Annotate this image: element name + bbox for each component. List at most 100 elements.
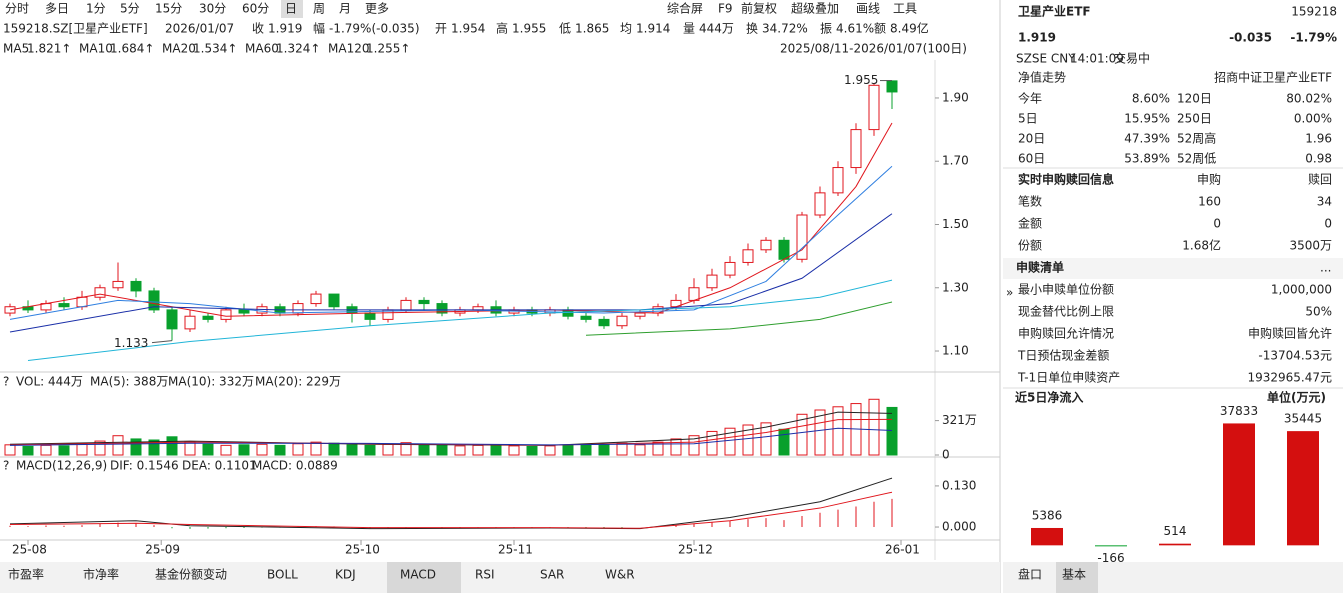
bottom-tab[interactable]: RSI xyxy=(475,568,495,582)
period-tab[interactable]: 分时 xyxy=(5,2,29,16)
candle-body xyxy=(94,287,106,298)
volume-bar xyxy=(256,443,268,456)
bottom-tab[interactable]: 市净率 xyxy=(83,567,119,582)
right-tab-bar xyxy=(1003,562,1343,593)
period-tab[interactable]: 15分 xyxy=(155,2,182,16)
tab-bar xyxy=(0,562,1000,593)
volume-bar xyxy=(472,444,484,456)
bottom-tab[interactable]: SAR xyxy=(540,568,564,582)
right-tab[interactable]: 基本 xyxy=(1062,568,1086,582)
return-value: 8.60% xyxy=(1132,92,1170,106)
candle-body xyxy=(616,315,628,327)
candle-body xyxy=(868,84,880,131)
field-label: 额 xyxy=(874,22,886,36)
list-value: 申购赎回皆允许 xyxy=(1248,326,1332,341)
tool-button[interactable]: 超级叠加 xyxy=(791,1,839,16)
help-icon: ? xyxy=(3,375,9,389)
return-value: 53.89% xyxy=(1124,152,1170,166)
tool-button[interactable]: 综合屏 xyxy=(667,1,703,16)
legend-name: MA10 xyxy=(79,42,113,56)
field-value: 1.865 xyxy=(575,22,609,36)
volume-bar xyxy=(292,443,304,456)
period-tab[interactable]: 日 xyxy=(285,2,297,16)
inflow-bar xyxy=(1159,543,1191,546)
volume-bar xyxy=(814,409,826,456)
list-value: -13704.53元 xyxy=(1258,349,1332,363)
collapse-arrow[interactable]: » xyxy=(1006,286,1013,300)
subscription-cell: 160 xyxy=(1198,195,1221,209)
bottom-tab[interactable]: W&R xyxy=(605,568,635,582)
volume-bar xyxy=(706,430,718,456)
candle-body xyxy=(292,303,304,314)
list-value: 1932965.47元 xyxy=(1247,371,1332,385)
volume-bar xyxy=(220,444,232,456)
field-value: 1.919 xyxy=(268,22,302,36)
field-value: 1.955 xyxy=(512,22,546,36)
subscription-cell: 3500万 xyxy=(1289,239,1332,253)
bottom-tab[interactable]: 基金份额变动 xyxy=(155,567,227,582)
x-tick-label: 26-01 xyxy=(885,543,920,557)
bottom-tab[interactable]: MACD xyxy=(400,568,436,582)
volume-bar xyxy=(886,406,898,456)
list-label: T-1日单位申赎资产 xyxy=(1017,370,1120,385)
tool-button[interactable]: 画线 xyxy=(856,2,880,16)
tool-button[interactable]: 工具 xyxy=(893,2,917,16)
nav-label: 净值走势 xyxy=(1018,70,1066,85)
legend-value: 1.255↑ xyxy=(366,42,410,56)
period-tab[interactable]: 30分 xyxy=(199,2,226,16)
candle-body xyxy=(814,192,826,216)
bottom-tab[interactable]: 市盈率 xyxy=(8,567,44,582)
volume-bar xyxy=(742,424,754,456)
field-label: 振 xyxy=(820,22,832,36)
candle-body xyxy=(832,167,844,194)
return-value: 1.96 xyxy=(1305,132,1332,146)
period-tab[interactable]: 更多 xyxy=(365,2,389,16)
candle-body xyxy=(130,280,142,292)
tool-button[interactable]: 前复权 xyxy=(741,1,777,16)
candle-body xyxy=(184,315,196,330)
period-tab[interactable]: 5分 xyxy=(120,2,140,16)
fund-name: 卫星产业ETF xyxy=(1018,4,1091,19)
volume-bar xyxy=(274,444,286,456)
subscription-header: 赎回 xyxy=(1308,173,1332,187)
volume-bar xyxy=(688,435,700,456)
tool-button[interactable]: F9 xyxy=(718,2,733,16)
bottom-tab[interactable]: BOLL xyxy=(267,568,298,582)
return-value: 47.39% xyxy=(1124,132,1170,146)
period-tab[interactable]: 多日 xyxy=(45,2,69,16)
period-tab[interactable]: 月 xyxy=(339,2,351,16)
more-button[interactable]: ... xyxy=(1320,261,1331,275)
field-label: 低 xyxy=(559,22,571,36)
return-label: 60日 xyxy=(1018,152,1045,166)
period-tab[interactable]: 周 xyxy=(313,2,325,16)
section-title: 申赎清单 xyxy=(1016,260,1064,275)
subscription-cell: 0 xyxy=(1213,217,1221,231)
volume-bar xyxy=(418,444,430,456)
volume-bar xyxy=(130,438,142,456)
volume-bar xyxy=(544,445,556,456)
candle-body xyxy=(202,315,214,320)
legend-value: 1.821↑ xyxy=(27,42,71,56)
y-tick-label: 0 xyxy=(942,448,950,462)
volume-bar xyxy=(400,442,412,456)
legend-value: 1.534↑ xyxy=(193,42,237,56)
annotation-line xyxy=(151,340,173,344)
list-label: 申购赎回允许情况 xyxy=(1018,326,1114,341)
period-tab[interactable]: 60分 xyxy=(242,2,269,16)
fund-code: 159218 xyxy=(1291,5,1337,19)
bottom-tab[interactable]: KDJ xyxy=(335,568,356,582)
volume-bar xyxy=(580,444,592,456)
right-tab[interactable]: 盘口 xyxy=(1018,567,1042,582)
volume-bar xyxy=(670,438,682,456)
field-value: 8.49亿 xyxy=(890,21,929,36)
volume-bar xyxy=(382,443,394,456)
section-bg xyxy=(1003,258,1343,279)
active-tab-bg xyxy=(387,562,461,593)
candle-body xyxy=(634,312,646,317)
inflow-bar xyxy=(1095,545,1127,547)
active-tab-bg xyxy=(1056,562,1098,593)
return-label: 250日 xyxy=(1177,112,1212,126)
period-tab[interactable]: 1分 xyxy=(86,2,106,16)
inflow-label: 37833 xyxy=(1220,404,1258,418)
